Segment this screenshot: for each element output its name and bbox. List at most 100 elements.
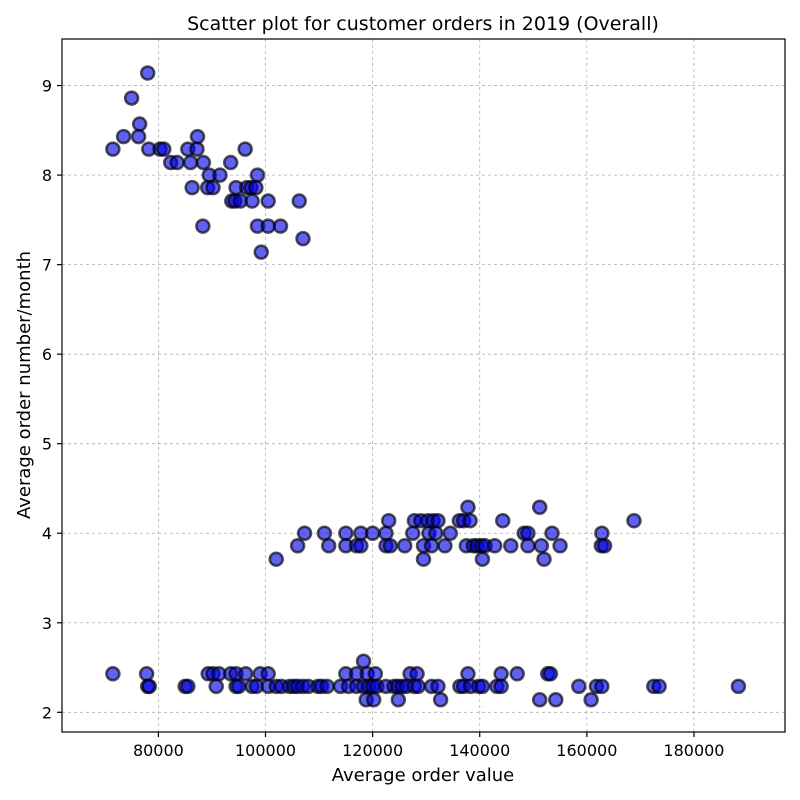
data-point <box>268 551 284 567</box>
y-tick-label: 4 <box>42 524 52 543</box>
y-tick-label: 7 <box>42 256 52 275</box>
data-point <box>442 525 459 541</box>
data-point <box>130 128 147 145</box>
data-point <box>195 218 211 234</box>
data-point <box>184 179 200 196</box>
data-point <box>237 666 254 682</box>
data-point <box>260 193 276 209</box>
y-tick-label: 9 <box>42 77 52 96</box>
data-point <box>533 538 550 554</box>
data-point <box>105 141 121 157</box>
grid-lines <box>62 39 785 732</box>
data-point <box>474 678 491 695</box>
data-point <box>260 666 276 682</box>
data-point <box>296 525 313 541</box>
data-point <box>542 666 559 682</box>
data-point <box>428 525 444 541</box>
y-tick-label: 6 <box>42 345 52 364</box>
data-point <box>253 244 269 260</box>
data-point <box>583 692 599 708</box>
data-point <box>364 525 381 541</box>
x-tick-label: 140000 <box>449 741 510 760</box>
data-point <box>520 538 536 554</box>
data-point <box>430 678 446 695</box>
data-point <box>131 116 148 132</box>
data-point <box>596 538 613 554</box>
data-point <box>536 551 552 567</box>
data-point <box>509 666 525 682</box>
data-point <box>405 525 421 541</box>
data-point <box>544 525 560 541</box>
data-point <box>212 167 228 183</box>
data-point <box>493 666 509 682</box>
data-point <box>105 666 121 682</box>
data-point <box>380 512 397 529</box>
data-point <box>460 499 476 516</box>
data-point <box>382 538 399 554</box>
data-point <box>493 678 509 695</box>
data-point <box>531 692 548 708</box>
data-point <box>474 551 491 567</box>
data-point <box>495 512 511 529</box>
data-point <box>367 666 384 682</box>
data-point <box>338 525 354 541</box>
data-point <box>205 179 221 196</box>
data-point <box>548 692 564 708</box>
data-point <box>355 653 372 670</box>
data-point <box>180 678 196 695</box>
data-point <box>139 65 156 81</box>
data-point <box>244 193 260 209</box>
y-tick-label: 2 <box>42 703 52 722</box>
data-point <box>594 525 610 541</box>
data-point <box>249 167 266 183</box>
data-point <box>486 538 503 554</box>
data-point <box>295 230 311 247</box>
plot-frame <box>61 38 786 733</box>
data-point <box>195 154 212 171</box>
x-tick-label: 100000 <box>235 741 296 760</box>
data-point <box>409 666 425 682</box>
data-point <box>430 512 446 529</box>
data-point <box>462 512 478 529</box>
data-point <box>123 90 140 106</box>
data-point <box>141 678 158 695</box>
data-point <box>531 499 548 516</box>
data-point <box>169 154 185 171</box>
y-axis-title: Average order number/month <box>14 251 35 519</box>
data-point <box>437 538 453 554</box>
x-axis-title: Average order value <box>332 765 515 786</box>
data-point <box>291 193 308 209</box>
data-point <box>552 538 568 554</box>
data-point <box>222 154 239 171</box>
data-point <box>503 538 519 554</box>
data-point <box>156 141 172 157</box>
data-point <box>520 525 536 541</box>
data-point <box>353 538 369 554</box>
data-point <box>571 678 587 695</box>
data-point <box>432 692 449 708</box>
data-point <box>378 525 394 541</box>
data-points <box>105 65 747 708</box>
y-tick-label: 8 <box>42 166 52 185</box>
data-point <box>189 141 205 157</box>
data-point <box>115 128 132 145</box>
data-point <box>237 141 253 157</box>
data-point <box>320 538 337 554</box>
data-point <box>182 154 199 171</box>
data-point <box>460 666 476 682</box>
data-point <box>423 538 440 554</box>
data-point <box>415 551 432 567</box>
data-point <box>138 666 155 682</box>
data-point <box>730 678 747 695</box>
y-tick-label: 3 <box>42 614 52 633</box>
x-tick-label: 160000 <box>556 741 617 760</box>
data-point <box>316 525 333 541</box>
data-point <box>260 218 276 234</box>
x-tick-label: 80000 <box>133 741 184 760</box>
data-point <box>208 678 224 695</box>
data-point <box>390 692 407 708</box>
data-point <box>365 692 382 708</box>
data-point <box>410 678 426 695</box>
